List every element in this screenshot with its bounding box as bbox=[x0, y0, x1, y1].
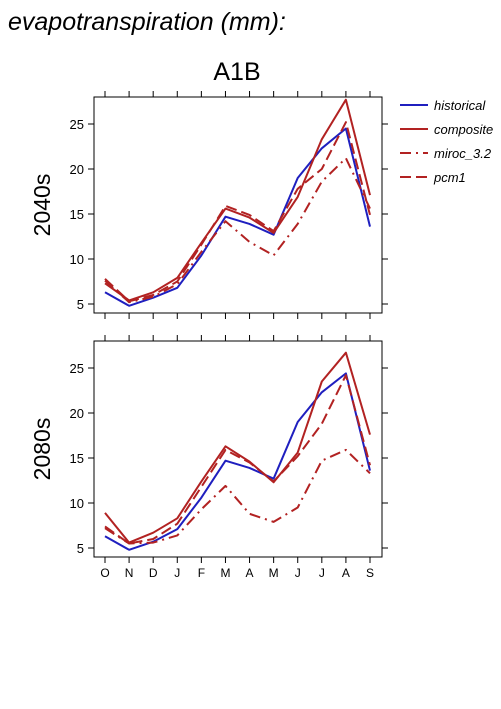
series-line-miroc-3-2 bbox=[104, 157, 371, 304]
x-tick-label: M bbox=[269, 566, 279, 580]
x-tick-label: M bbox=[220, 566, 230, 580]
series-line-miroc-3-2 bbox=[104, 448, 371, 545]
series-line-pcm1 bbox=[104, 121, 371, 303]
x-tick-label: O bbox=[100, 566, 109, 580]
y-tick-label: 10 bbox=[70, 252, 84, 267]
y-tick-label: 25 bbox=[70, 361, 84, 376]
series-line-composite bbox=[104, 351, 371, 544]
plot-frame bbox=[93, 96, 383, 314]
legend-entry: miroc_3.2 bbox=[400, 146, 492, 161]
x-tick-label: D bbox=[149, 566, 158, 580]
legend-label: historical bbox=[434, 98, 486, 113]
y-tick-label: 15 bbox=[70, 207, 84, 222]
figure-heading: evapotranspiration (mm): bbox=[8, 8, 286, 36]
legend: historical composite miroc_3.2 pcm1 bbox=[400, 98, 493, 185]
legend-entry: composite bbox=[400, 122, 493, 137]
plot-frame bbox=[93, 340, 383, 558]
x-tick-label: S bbox=[366, 566, 374, 580]
series-line-composite bbox=[104, 98, 371, 302]
series-line-pcm1 bbox=[104, 374, 371, 545]
x-tick-label: J bbox=[295, 566, 301, 580]
y-tick-label: 5 bbox=[77, 297, 84, 312]
y-tick-label: 5 bbox=[77, 541, 84, 556]
y-tick-label: 25 bbox=[70, 117, 84, 132]
y-tick-label: 20 bbox=[70, 406, 84, 421]
legend-label: composite bbox=[434, 122, 493, 137]
y-tick-label: 15 bbox=[70, 451, 84, 466]
panel-2080s: 5 10 15 20 25 O N D J F M A M J J A S 2080s bbox=[29, 335, 388, 580]
legend-label: miroc_3.2 bbox=[434, 146, 492, 161]
series-line-historical bbox=[104, 127, 371, 307]
chart-panels: 5 10 15 20 25 2040s 5 10 15 20 25 O N D J F M A M J J A S 2080s bbox=[29, 91, 388, 580]
scenario-title: A1B bbox=[213, 58, 260, 86]
series-line-historical bbox=[104, 372, 371, 551]
x-tick-label: A bbox=[246, 566, 254, 580]
legend-label: pcm1 bbox=[433, 170, 466, 185]
x-tick-label: A bbox=[342, 566, 350, 580]
legend-entry: pcm1 bbox=[400, 170, 466, 185]
panel-label: 2080s bbox=[29, 418, 55, 481]
y-tick-label: 20 bbox=[70, 162, 84, 177]
y-tick-label: 10 bbox=[70, 496, 84, 511]
x-tick-label: F bbox=[198, 566, 205, 580]
legend-entry: historical bbox=[400, 98, 486, 113]
x-tick-label: J bbox=[319, 566, 325, 580]
x-tick-label: N bbox=[125, 566, 134, 580]
x-tick-label: J bbox=[174, 566, 180, 580]
panel-2040s: 5 10 15 20 25 2040s bbox=[29, 91, 388, 319]
panel-label: 2040s bbox=[29, 174, 55, 237]
